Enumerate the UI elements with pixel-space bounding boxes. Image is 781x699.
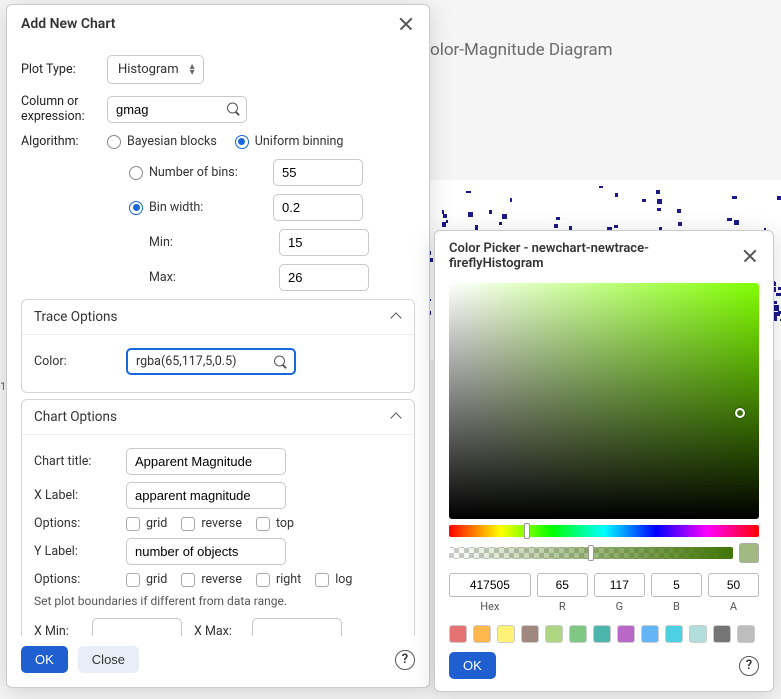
- dialog-footer: OK Close ?: [7, 636, 429, 687]
- chevron-up-icon: [390, 311, 402, 323]
- y-log-checkbox[interactable]: log: [315, 572, 352, 587]
- swatch[interactable]: [545, 625, 563, 643]
- color-label: Color:: [34, 354, 126, 369]
- alpha-marker[interactable]: [588, 545, 594, 561]
- bounds-hint: Set plot boundaries if different from da…: [34, 594, 402, 608]
- swatch[interactable]: [497, 625, 515, 643]
- chart-title-label: Chart title:: [34, 454, 126, 469]
- swatch[interactable]: [569, 625, 587, 643]
- search-icon[interactable]: [227, 103, 240, 116]
- binwidth-radio[interactable]: Bin width:: [129, 200, 259, 215]
- color-preview: [739, 543, 759, 563]
- a-input[interactable]: [708, 573, 759, 597]
- hue-marker[interactable]: [524, 523, 530, 539]
- close-icon[interactable]: [397, 15, 415, 33]
- swatch[interactable]: [737, 625, 755, 643]
- swatch[interactable]: [473, 625, 491, 643]
- max-label: Max:: [129, 270, 265, 285]
- swatch[interactable]: [641, 625, 659, 643]
- hex-input[interactable]: [449, 573, 531, 597]
- min-input[interactable]: [279, 229, 369, 256]
- alpha-slider[interactable]: [449, 547, 733, 559]
- close-icon[interactable]: [741, 247, 759, 265]
- plot-type-select[interactable]: Histogram ▴▾: [107, 55, 204, 84]
- swatch[interactable]: [449, 625, 467, 643]
- ylabel-input[interactable]: [126, 538, 286, 565]
- swatch[interactable]: [617, 625, 635, 643]
- algorithm-label: Algorithm:: [21, 134, 107, 149]
- max-input[interactable]: [279, 264, 369, 291]
- ok-button[interactable]: OK: [21, 646, 68, 673]
- numbins-input[interactable]: [273, 159, 363, 186]
- add-chart-dialog: Add New Chart Plot Type: Histogram ▴▾ Co…: [6, 4, 430, 688]
- bounds-grid: X Min: X Max: Y Min: Y Max:: [34, 618, 402, 636]
- r-input[interactable]: [537, 573, 588, 597]
- xmax-input[interactable]: [252, 618, 342, 636]
- column-label: Column or expression:: [21, 94, 107, 124]
- trace-options-section: Trace Options Color: rgba(65,117,5,0.5): [21, 299, 415, 393]
- picker-ok-button[interactable]: OK: [449, 652, 496, 679]
- hex-label: Hex: [449, 600, 531, 613]
- search-icon[interactable]: [274, 355, 287, 368]
- dialog-title: Add New Chart: [21, 16, 115, 32]
- swatch[interactable]: [665, 625, 683, 643]
- chart-options-section: Chart Options Chart title: X Label: Opti…: [21, 399, 415, 636]
- help-icon[interactable]: ?: [395, 650, 415, 670]
- background-chart-title: olor-Magnitude Diagram: [430, 40, 613, 60]
- column-input[interactable]: [107, 96, 247, 123]
- x-options-label: Options:: [34, 516, 126, 531]
- swatch[interactable]: [713, 625, 731, 643]
- close-button[interactable]: Close: [78, 646, 139, 673]
- xmax-label: X Max:: [194, 624, 240, 636]
- algo-bayesian-radio[interactable]: Bayesian blocks: [107, 134, 217, 149]
- min-label: Min:: [129, 235, 265, 250]
- numbins-radio[interactable]: Number of bins:: [129, 165, 259, 180]
- hue-slider[interactable]: [449, 525, 759, 537]
- y-grid-checkbox[interactable]: grid: [126, 572, 167, 587]
- chart-title-input[interactable]: [126, 448, 286, 475]
- b-input[interactable]: [651, 573, 702, 597]
- x-top-checkbox[interactable]: top: [256, 516, 294, 531]
- y-right-checkbox[interactable]: right: [256, 572, 301, 587]
- color-input[interactable]: rgba(65,117,5,0.5): [126, 348, 296, 375]
- help-icon[interactable]: ?: [739, 656, 759, 676]
- swatch[interactable]: [689, 625, 707, 643]
- color-picker-dialog: Color Picker - newchart-newtrace-firefly…: [434, 230, 774, 692]
- chevron-up-icon: [390, 411, 402, 423]
- chevron-updown-icon: ▴▾: [190, 64, 195, 76]
- xmin-label: X Min:: [34, 624, 80, 636]
- plot-type-label: Plot Type:: [21, 62, 107, 77]
- dialog-header: Add New Chart: [7, 5, 429, 41]
- picker-title: Color Picker - newchart-newtrace-firefly…: [449, 241, 741, 271]
- trace-options-header[interactable]: Trace Options: [22, 300, 414, 334]
- x-grid-checkbox[interactable]: grid: [126, 516, 167, 531]
- preset-swatches: [449, 625, 759, 644]
- binning-options: Number of bins: Bin width: Min: Max:: [129, 159, 415, 291]
- y-reverse-checkbox[interactable]: reverse: [181, 572, 242, 587]
- plot-type-value: Histogram: [118, 62, 179, 77]
- chart-options-header[interactable]: Chart Options: [22, 400, 414, 434]
- x-reverse-checkbox[interactable]: reverse: [181, 516, 242, 531]
- sv-cursor[interactable]: [735, 408, 745, 418]
- ylabel-label: Y Label:: [34, 544, 126, 559]
- algo-uniform-radio[interactable]: Uniform binning: [235, 134, 344, 149]
- saturation-value-area[interactable]: [449, 283, 759, 519]
- swatch[interactable]: [593, 625, 611, 643]
- color-fields: Hex R G B A: [449, 573, 759, 613]
- y-options-label: Options:: [34, 572, 126, 587]
- g-input[interactable]: [594, 573, 645, 597]
- xmin-input[interactable]: [92, 618, 182, 636]
- swatch[interactable]: [521, 625, 539, 643]
- xlabel-input[interactable]: [126, 482, 286, 509]
- algorithm-radios: Bayesian blocks Uniform binning: [107, 134, 343, 149]
- xlabel-label: X Label:: [34, 488, 126, 503]
- dialog-body: Plot Type: Histogram ▴▾ Column or expres…: [7, 41, 429, 636]
- binwidth-input[interactable]: [273, 194, 363, 221]
